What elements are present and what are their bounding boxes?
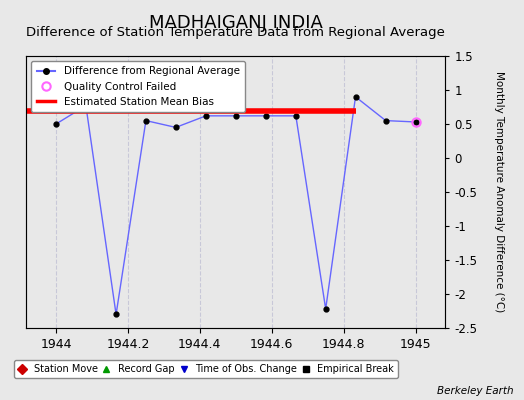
Text: Berkeley Earth: Berkeley Earth (437, 386, 514, 396)
Text: MADHAIGANJ INDIA: MADHAIGANJ INDIA (149, 14, 323, 32)
Y-axis label: Monthly Temperature Anomaly Difference (°C): Monthly Temperature Anomaly Difference (… (494, 71, 504, 313)
Legend: Station Move, Record Gap, Time of Obs. Change, Empirical Break: Station Move, Record Gap, Time of Obs. C… (14, 360, 398, 378)
Text: Difference of Station Temperature Data from Regional Average: Difference of Station Temperature Data f… (26, 26, 445, 39)
